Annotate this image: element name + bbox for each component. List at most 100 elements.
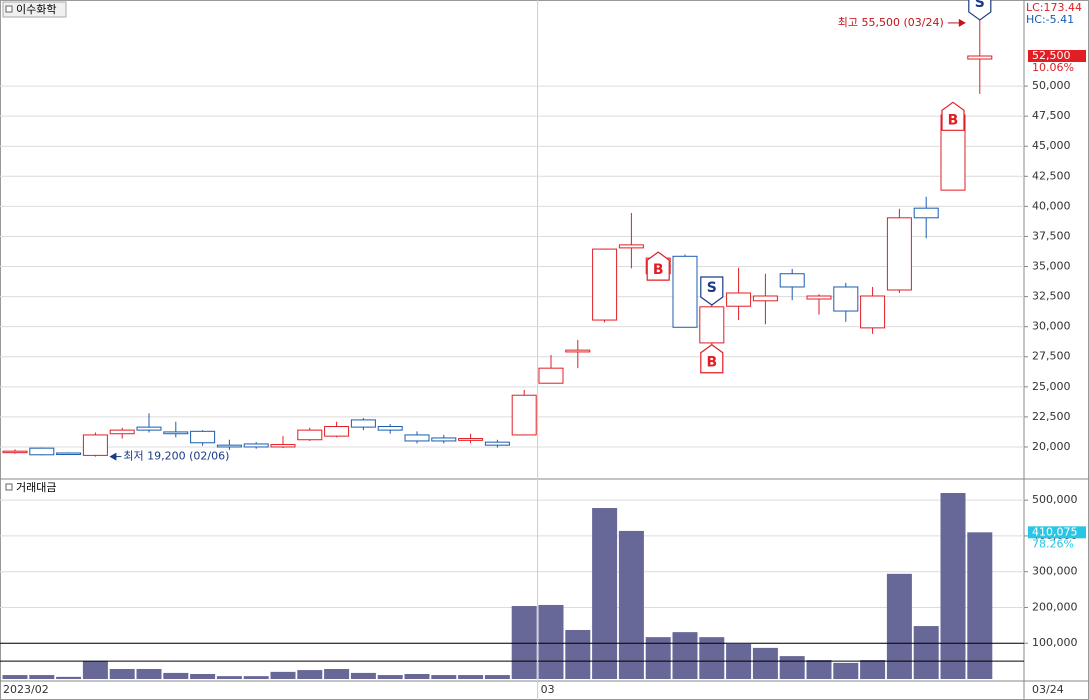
y-tick-label: 47,500 xyxy=(1032,109,1071,122)
candle-body xyxy=(458,438,484,441)
volume-title: 거래대금 xyxy=(16,481,56,494)
candle-body xyxy=(886,217,912,291)
y-tick-label: 37,500 xyxy=(1032,229,1071,242)
candle-body xyxy=(833,286,859,312)
annotation: 최고 55,500 (03/24) xyxy=(838,16,944,29)
volume-bar xyxy=(618,530,644,679)
candle-body xyxy=(538,367,564,384)
volume-bar xyxy=(109,668,135,679)
signal-marker xyxy=(700,276,724,306)
candle-body xyxy=(806,295,832,300)
candle-body xyxy=(109,429,135,435)
candle-body xyxy=(324,426,350,437)
y-tick-label: 200,000 xyxy=(1032,600,1078,613)
signal-marker xyxy=(968,0,992,21)
volume-bar xyxy=(297,670,323,679)
volume-bar xyxy=(163,672,189,679)
y-tick-label: 40,000 xyxy=(1032,199,1071,212)
signal-label: S xyxy=(975,0,985,11)
candle-body xyxy=(672,255,698,328)
volume-bar xyxy=(538,604,564,679)
volume-bar xyxy=(2,675,28,679)
candle-body xyxy=(484,441,510,446)
volume-bar xyxy=(672,632,698,679)
candle-body xyxy=(565,349,591,353)
signal-marker xyxy=(700,343,724,374)
volume-bar xyxy=(377,675,403,679)
y-tick-label: 22,500 xyxy=(1032,410,1071,423)
volume-bar xyxy=(645,637,671,679)
candle-body xyxy=(779,273,805,288)
x-tick-label: 03 xyxy=(541,683,555,696)
last-price-tag xyxy=(1028,50,1086,63)
candle-body xyxy=(860,295,886,329)
candle-body xyxy=(190,430,216,444)
y-tick-label: 42,500 xyxy=(1032,169,1071,182)
volume-bar xyxy=(565,629,591,679)
candle-body xyxy=(350,419,376,428)
volume-bar xyxy=(860,660,886,679)
volume-bar xyxy=(431,675,457,679)
signal-marker xyxy=(646,251,670,281)
signal-label: B xyxy=(948,112,959,128)
candle-body xyxy=(726,292,752,307)
candle-body xyxy=(752,295,778,302)
candle-body xyxy=(297,429,323,441)
volume-bar xyxy=(458,675,484,679)
volume-bar xyxy=(806,660,832,679)
candle-body xyxy=(592,248,618,321)
annotation-arrowhead xyxy=(958,18,966,27)
y-tick-label: 45,000 xyxy=(1032,139,1071,152)
volume-bar xyxy=(699,637,725,679)
y-tick-label: 20,000 xyxy=(1032,440,1071,453)
candle-body xyxy=(243,443,269,448)
signal-label: B xyxy=(706,355,717,371)
volume-bar xyxy=(967,532,993,679)
y-tick-label: 300,000 xyxy=(1032,565,1078,578)
candle-body xyxy=(377,426,403,431)
volume-bar xyxy=(350,672,376,679)
volume-bar xyxy=(511,606,537,679)
candle-body xyxy=(913,207,939,219)
change-label: 10.06% xyxy=(1032,61,1074,74)
volume-bar xyxy=(29,675,55,679)
title-icon xyxy=(5,5,13,13)
y-tick-label: 25,000 xyxy=(1032,380,1071,393)
volume-bar xyxy=(940,493,966,679)
volume-bar xyxy=(216,676,242,679)
annotation-arrowhead xyxy=(109,452,117,461)
candle-body xyxy=(56,452,82,455)
volume-bar xyxy=(56,676,82,679)
volume-bar xyxy=(779,656,805,679)
signal-marker xyxy=(941,101,965,131)
candle-body xyxy=(404,434,430,442)
indicator: LC:173.44 xyxy=(1026,1,1082,14)
y-tick-label: 32,500 xyxy=(1032,290,1071,303)
y-tick-label: 500,000 xyxy=(1032,493,1078,506)
y-tick-label: 30,000 xyxy=(1032,320,1071,333)
last-value-label: 410,075 xyxy=(1032,525,1078,538)
candle-body xyxy=(2,450,28,454)
volume-bar xyxy=(404,673,430,679)
candle-body xyxy=(699,306,725,344)
volume-bar xyxy=(592,508,618,679)
candle-body xyxy=(511,394,537,436)
y-tick-label: 100,000 xyxy=(1032,636,1078,649)
volume-bar xyxy=(833,662,859,679)
volume-bar xyxy=(913,626,939,679)
candle-body xyxy=(967,55,993,60)
title-box xyxy=(2,1,67,18)
last-price-label: 52,500 xyxy=(1032,49,1071,62)
volume-bar xyxy=(886,573,912,679)
y-tick-label: 27,500 xyxy=(1032,350,1071,363)
volume-bar xyxy=(324,668,350,679)
volume-bar xyxy=(243,676,269,679)
candle-body xyxy=(29,447,55,456)
candle-body xyxy=(82,434,108,456)
x-tick-label: 2023/02 xyxy=(3,683,49,696)
annotation: 최저 19,200 (02/06) xyxy=(123,450,229,463)
change-label: 78.26% xyxy=(1032,537,1074,550)
signal-label: S xyxy=(707,280,717,296)
